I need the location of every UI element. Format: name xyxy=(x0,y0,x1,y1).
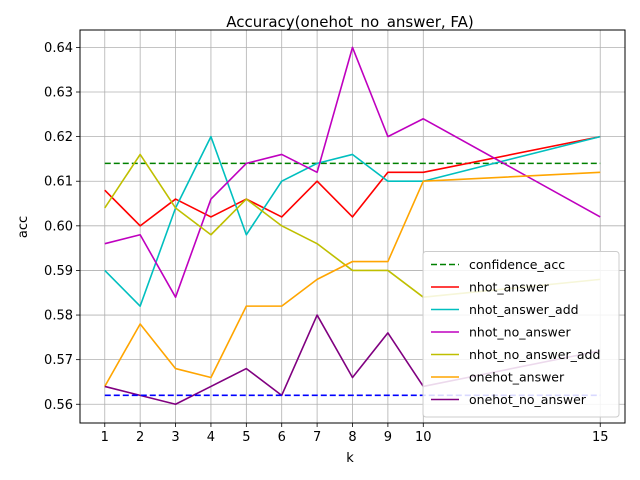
legend-entry-label: nhot_answer xyxy=(469,280,550,295)
legend-entry-label: nhot_answer_add xyxy=(469,302,579,317)
y-tick-label: 0.63 xyxy=(44,86,73,101)
legend-entry-label: onehot_no_answer xyxy=(469,392,587,407)
legend-entry-label: confidence_acc xyxy=(469,257,565,272)
y-tick-label: 0.59 xyxy=(44,264,73,279)
series-layer xyxy=(104,46,601,406)
x-tick-label: 15 xyxy=(592,430,609,445)
series-line-nhot-no-answer-add xyxy=(104,153,601,299)
x-tick-label: 1 xyxy=(101,430,109,445)
series-line-nhot-no-answer xyxy=(104,46,601,299)
x-tick-label: 9 xyxy=(384,430,392,445)
x-tick-label: 10 xyxy=(415,430,432,445)
x-axis-label: k xyxy=(346,451,354,466)
x-tick-label: 2 xyxy=(136,430,144,445)
y-tick-label: 0.62 xyxy=(44,130,73,145)
y-tick-label: 0.57 xyxy=(44,353,73,368)
x-tick-label: 5 xyxy=(242,430,250,445)
y-axis-label: acc xyxy=(16,216,31,238)
series-line-nhot-answer-add xyxy=(104,135,601,307)
legend: confidence_acc nhot_answer nhot_answer_add… xyxy=(422,251,620,418)
x-tick-label: 4 xyxy=(207,430,215,445)
legend-box xyxy=(422,251,620,418)
x-tick-label: 7 xyxy=(313,430,321,445)
legend-entry-label: nhot_no_answer_add xyxy=(469,347,600,362)
series-line-onehot-answer xyxy=(104,171,601,387)
legend-entry-label: nhot_no_answer xyxy=(469,325,571,340)
tick-layer: 1 2 3 4 5 6 7 8 9 10 15 0.56 0.57 0.58 0.59 0.60 0.61 0.6… xyxy=(44,41,608,445)
y-tick-label: 0.58 xyxy=(44,309,73,324)
chart-title: Accuracy(onehot_no_answer, FA) xyxy=(226,13,474,32)
series-line-nhot-answer xyxy=(104,135,601,227)
legend-entry-label: onehot_answer xyxy=(469,370,565,385)
x-tick-label: 8 xyxy=(348,430,356,445)
x-tick-label: 3 xyxy=(171,430,179,445)
y-tick-label: 0.64 xyxy=(44,41,73,56)
y-tick-label: 0.60 xyxy=(44,219,73,234)
y-tick-label: 0.61 xyxy=(44,175,73,190)
y-tick-label: 0.56 xyxy=(44,398,73,413)
x-tick-label: 6 xyxy=(278,430,286,445)
